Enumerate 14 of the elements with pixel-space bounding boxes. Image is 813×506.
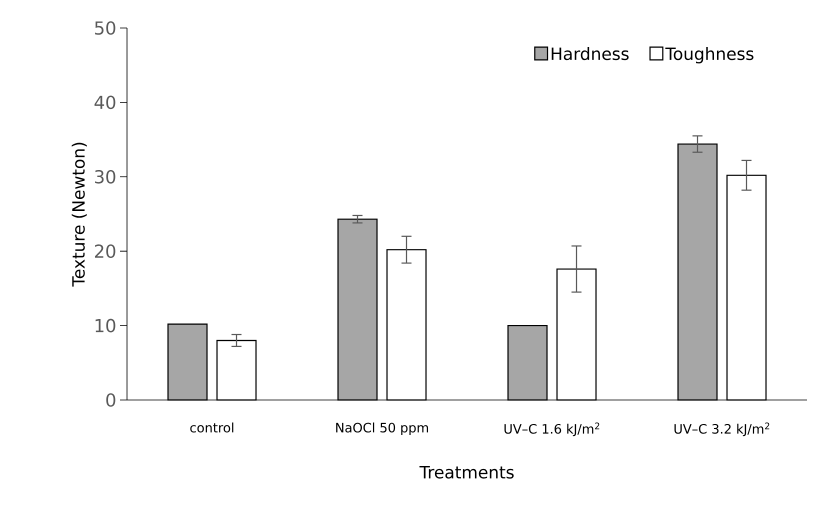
y-tick-label: 20 (94, 244, 116, 258)
x-tick-label: UV–C 3.2 kJ/m$^{2}$ (674, 422, 770, 436)
legend-label: Toughness (665, 47, 754, 64)
y-tick-label: 30 (95, 170, 116, 184)
x-tick-label: NaOCl 50 ppm (336, 422, 428, 436)
y-tick-label: 40 (94, 96, 116, 110)
y-tick-label: 0 (106, 393, 116, 407)
x-tick-label: control (190, 422, 234, 433)
x-tick-label: UV–C 1.6 kJ/m$^{2}$ (504, 422, 600, 436)
y-tick-label: 50 (95, 21, 116, 35)
y-axis-title: Texture (Newton) (72, 142, 87, 287)
y-tick-label: 10 (96, 318, 116, 332)
x-axis-title: Treatments (419, 466, 514, 479)
legend-label: Hardness (552, 47, 629, 60)
